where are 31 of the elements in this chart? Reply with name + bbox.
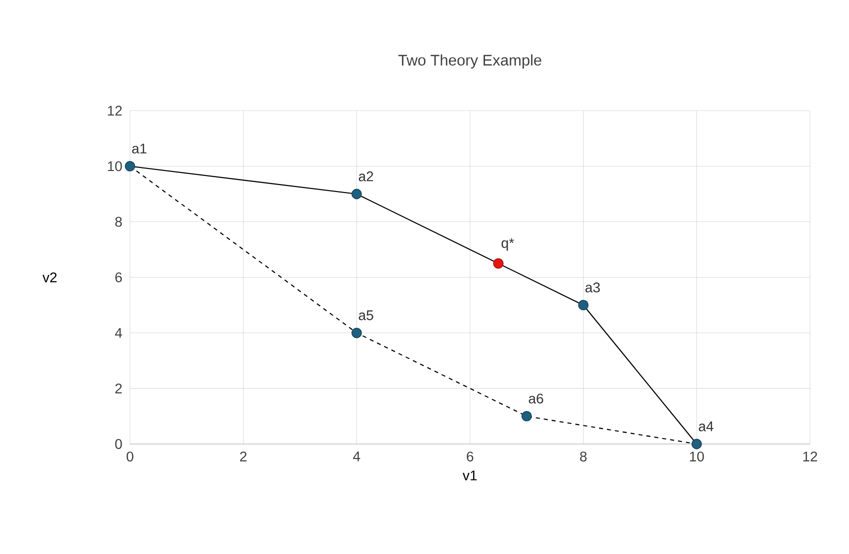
y-tick-label: 4 <box>114 328 122 338</box>
x-tick-label: 10 <box>690 452 704 462</box>
x-tick-label: 0 <box>126 452 134 462</box>
annotation: a4 <box>698 422 714 432</box>
annotation: a2 <box>358 171 374 182</box>
point <box>578 300 589 310</box>
x-tick-label: 6 <box>466 452 474 462</box>
annotation: a6 <box>528 394 544 404</box>
chart-title: Two Theory Example <box>398 54 542 69</box>
x-tick-label: 2 <box>240 452 247 462</box>
annotation: a3 <box>585 282 600 292</box>
point <box>521 411 532 422</box>
x-tick-label: 12 <box>803 452 818 462</box>
point <box>351 188 362 200</box>
y-tick-label: 0 <box>115 439 122 449</box>
annotation: a5 <box>358 310 374 320</box>
y-tick-label: 6 <box>115 272 122 282</box>
x-tick-label: 4 <box>353 452 360 462</box>
x-axis-title: v1 <box>462 470 477 480</box>
y-tick-label: 2 <box>115 384 122 394</box>
y-axis-title: v2 <box>42 272 57 282</box>
point <box>691 438 702 450</box>
y-tick-label: 10 <box>108 161 122 172</box>
point <box>124 161 136 172</box>
annotation: q* <box>502 238 514 251</box>
point <box>493 258 504 269</box>
point <box>351 328 362 338</box>
annotation: a1 <box>132 144 146 154</box>
x-tick-label: 8 <box>580 452 587 462</box>
y-tick-label: 12 <box>108 106 122 116</box>
y-tick-label: 8 <box>115 216 122 227</box>
